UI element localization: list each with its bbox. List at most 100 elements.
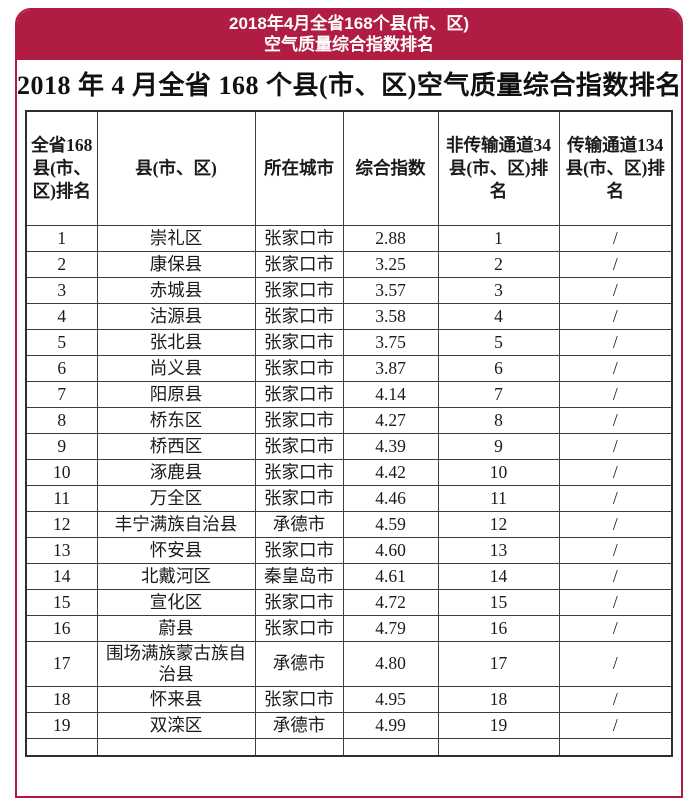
table-row: 6 尚义县 张家口市 3.87 6/ — [25, 354, 673, 382]
table-cell: / — [558, 588, 673, 616]
table-cell: 17 — [25, 640, 98, 687]
column-header: 全省168县(市、区)排名 — [25, 110, 98, 226]
table-cell: 张家口市 — [254, 685, 344, 713]
table-cell: 7 — [25, 380, 98, 408]
table-cell: 19 — [437, 711, 560, 739]
table-cell: 张家口市 — [254, 276, 344, 304]
banner-line1: 2018年4月全省168个县(市、区) — [229, 14, 469, 33]
table-cell: 12 — [25, 510, 98, 538]
table-cell: 3.57 — [342, 276, 439, 304]
table-cell: 4 — [25, 302, 98, 330]
table-cell: 4.61 — [342, 562, 439, 590]
table-cell — [437, 737, 560, 756]
column-header: 非传输通道34县(市、区)排名 — [437, 110, 560, 226]
table-cell: / — [558, 614, 673, 642]
table-cell: 涿鹿县 — [96, 458, 256, 486]
table-body: 1 崇礼区 张家口市 2.88 1/2 康保县 张家口市 3.25 2/3 赤城县 张家口市 3.57… — [25, 224, 673, 756]
table-row: 17 围场满族蒙古族自治县 承德市 4.80 17/ — [25, 640, 673, 687]
table-row: 12 丰宁满族自治县 承德市 4.59 12/ — [25, 510, 673, 538]
table-cell: 11 — [437, 484, 560, 512]
table-cell: 承德市 — [254, 711, 344, 739]
table-cell: 3.58 — [342, 302, 439, 330]
table-cell: 尚义县 — [96, 354, 256, 382]
table-cell: 15 — [437, 588, 560, 616]
table-cell — [25, 737, 98, 756]
table-cell: 4.99 — [342, 711, 439, 739]
table-cell: / — [558, 685, 673, 713]
table-cell: 15 — [25, 588, 98, 616]
table-cell: / — [558, 354, 673, 382]
table-cell: 4 — [437, 302, 560, 330]
table-cell: 4.46 — [342, 484, 439, 512]
table-cell: 5 — [437, 328, 560, 356]
table-cell: 张家口市 — [254, 302, 344, 330]
table-cell: 赤城县 — [96, 276, 256, 304]
page-title: 2018 年 4 月全省 168 个县(市、区)空气质量综合指数排名 — [17, 71, 682, 100]
table-cell: 3.25 — [342, 250, 439, 278]
table-cell: 14 — [437, 562, 560, 590]
table-cell: 围场满族蒙古族自治县 — [96, 640, 256, 687]
table-cell: 桥西区 — [96, 432, 256, 460]
table-cell: 张家口市 — [254, 224, 344, 252]
header-row: 全省168县(市、区)排名 县(市、区) 所在城市 综合指数 非传输通道34县(市、区)… — [25, 110, 673, 226]
article-frame: 2018年4月全省168个县(市、区) 空气质量综合指数排名 2018 年 4 … — [15, 8, 683, 798]
table-cell: 承德市 — [254, 510, 344, 538]
table-cell: 8 — [25, 406, 98, 434]
table-row: 9 桥西区 张家口市 4.39 9/ — [25, 432, 673, 460]
table-cell: 桥东区 — [96, 406, 256, 434]
table-row: 15 宣化区 张家口市 4.72 15/ — [25, 588, 673, 616]
table-cell: 张家口市 — [254, 432, 344, 460]
table-cell: 宣化区 — [96, 588, 256, 616]
table-cell: 3 — [437, 276, 560, 304]
table-row: 13 怀安县 张家口市 4.60 13/ — [25, 536, 673, 564]
table-cell: / — [558, 458, 673, 486]
column-header: 所在城市 — [254, 110, 344, 226]
table-cell: 张家口市 — [254, 354, 344, 382]
column-header: 综合指数 — [342, 110, 439, 226]
table-cell: / — [558, 224, 673, 252]
table-cell: 8 — [437, 406, 560, 434]
table-cell: / — [558, 562, 673, 590]
banner: 2018年4月全省168个县(市、区) 空气质量综合指数排名 — [17, 10, 681, 60]
table-cell: 1 — [25, 224, 98, 252]
table-cell: 万全区 — [96, 484, 256, 512]
table-cell: 14 — [25, 562, 98, 590]
table-cell: 4.27 — [342, 406, 439, 434]
table-cell: / — [558, 432, 673, 460]
table-cell: 康保县 — [96, 250, 256, 278]
table-cell: / — [558, 711, 673, 739]
table-cell — [558, 737, 673, 756]
table-cell: 17 — [437, 640, 560, 687]
table-cell: / — [558, 328, 673, 356]
table-cell: 秦皇岛市 — [254, 562, 344, 590]
table-cell: 承德市 — [254, 640, 344, 687]
table-row: 8 桥东区 张家口市 4.27 8/ — [25, 406, 673, 434]
table-cell: 16 — [437, 614, 560, 642]
table-cell — [342, 737, 439, 756]
column-header: 传输通道134县(市、区)排名 — [558, 110, 673, 226]
table-cell: 6 — [25, 354, 98, 382]
table-cell: 2 — [25, 250, 98, 278]
table-row: 18 怀来县 张家口市 4.95 18/ — [25, 685, 673, 713]
table-cell: 4.60 — [342, 536, 439, 564]
table-cell: 13 — [437, 536, 560, 564]
table-cell: 丰宁满族自治县 — [96, 510, 256, 538]
table-cell: 12 — [437, 510, 560, 538]
table-cell: 4.39 — [342, 432, 439, 460]
table-cell: / — [558, 380, 673, 408]
table-cell: 北戴河区 — [96, 562, 256, 590]
table-cell: 张家口市 — [254, 458, 344, 486]
table-cell: / — [558, 536, 673, 564]
table-cell: 阳原县 — [96, 380, 256, 408]
table-cell: 张北县 — [96, 328, 256, 356]
table-cell: / — [558, 250, 673, 278]
table-cell: 6 — [437, 354, 560, 382]
table-cell: 10 — [25, 458, 98, 486]
table-cell: 4.14 — [342, 380, 439, 408]
table-cell — [254, 737, 344, 756]
table-row: 1 崇礼区 张家口市 2.88 1/ — [25, 224, 673, 252]
table-cell: / — [558, 484, 673, 512]
table-cell: 9 — [25, 432, 98, 460]
table-cell: 4.79 — [342, 614, 439, 642]
table-cell: 沽源县 — [96, 302, 256, 330]
